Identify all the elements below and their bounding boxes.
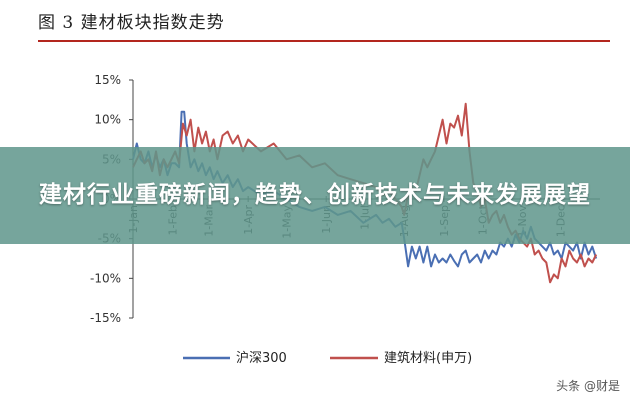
source-watermark: 头条 @财是 xyxy=(556,379,620,393)
legend: 沪深300 建筑材料(申万) xyxy=(183,350,472,366)
headline-text: 建材行业重磅新闻，趋势、创新技术与未来发展展望 xyxy=(39,182,591,208)
y-tick-label: -10% xyxy=(90,271,121,285)
y-tick-label: 15% xyxy=(94,73,121,87)
legend-label-hs300: 沪深300 xyxy=(236,350,287,366)
legend-label-building-materials: 建筑材料(申万) xyxy=(384,350,472,366)
y-tick-label: 10% xyxy=(94,113,121,127)
y-tick-label: -15% xyxy=(90,311,121,325)
headline-overlay: 建材行业重磅新闻，趋势、创新技术与未来发展展望 xyxy=(0,147,630,244)
figure-title: 图 3 建材板块指数走势 xyxy=(38,13,225,33)
title-divider xyxy=(38,40,610,42)
